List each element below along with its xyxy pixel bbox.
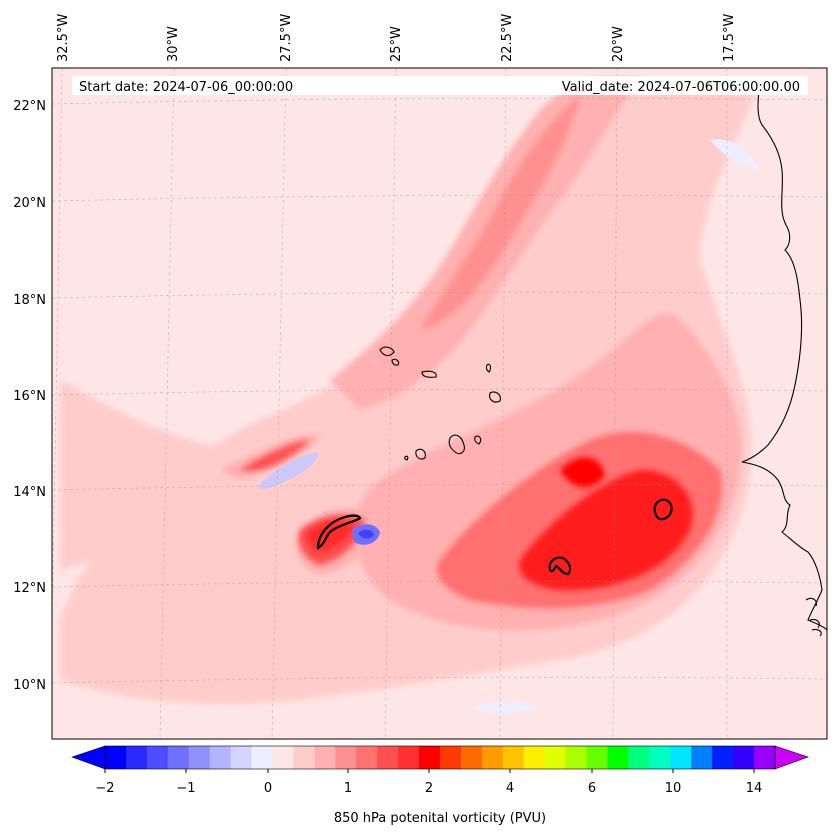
cape-verde-island-6: [448, 434, 465, 455]
colorbar-segment: [105, 746, 127, 769]
lat-label: 14°N: [13, 485, 46, 500]
colorbar-tick-label: −1: [176, 781, 195, 796]
lon-label: 27.5°W: [279, 14, 294, 62]
colorbar-label: 850 hPa potenital vorticity (PVU): [334, 811, 546, 826]
cape-verde-island-7: [474, 435, 482, 445]
colorbar-segment: [146, 746, 169, 769]
lon-label: 25°W: [389, 26, 404, 62]
colorbar-segment: [209, 746, 232, 769]
cape-verde-island-4: [485, 363, 492, 373]
colorbar-segment: [754, 746, 776, 769]
colorbar-segment: [607, 746, 629, 769]
colorbar-segment: [251, 746, 273, 769]
colorbar-segment: [502, 746, 525, 769]
colorbar-segment: [586, 746, 608, 769]
cape-verde-island-9: [404, 455, 409, 461]
colorbar-segment: [733, 746, 755, 769]
lon-label: 17.5°W: [722, 14, 737, 62]
colorbar-segment: [481, 746, 504, 769]
date-header-box: Start date: 2024-07-06_00:00:00 Valid_da…: [72, 76, 808, 95]
colorbar-tick-label: 10: [665, 781, 682, 796]
lat-label: 20°N: [13, 196, 46, 211]
lat-label: 12°N: [13, 581, 46, 596]
pv-field-core: [240, 440, 693, 590]
lat-label: 18°N: [13, 293, 46, 308]
colorbar-frame: [104, 745, 776, 770]
cape-verde-island-5: [489, 391, 501, 403]
lon-label: 22.5°W: [500, 14, 515, 62]
coastlines: [379, 77, 827, 637]
colorbar-segment: [188, 746, 211, 769]
colorbar-segment: [293, 746, 315, 769]
west-africa-islands: [805, 597, 822, 637]
colorbar-segment: [670, 746, 692, 769]
colorbar-min-extension: [71, 745, 106, 770]
colorbar-segment: [712, 746, 734, 769]
colorbar-tick-label: 1: [344, 781, 352, 796]
map-frame: [51, 67, 828, 740]
cape-verde-island-8: [415, 448, 426, 460]
latitude-labels: 22°N 20°N 18°N 16°N 14°N 12°N 10°N: [13, 99, 46, 693]
colorbar-segment: [523, 746, 546, 769]
lat-label: 10°N: [13, 678, 46, 693]
colorbar-segment: [565, 746, 588, 769]
colorbar-segment: [356, 746, 378, 769]
colorbar-segment: [649, 746, 671, 769]
colorbar-tick-label: −2: [95, 781, 114, 796]
colorbar-segment: [230, 746, 253, 769]
colorbar-segment: [544, 746, 567, 769]
start-date-label: Start date: 2024-07-06_00:00:00: [79, 80, 293, 95]
lon-label: 30°W: [166, 26, 181, 62]
colorbar-tick-label: 2: [425, 781, 433, 796]
lon-label: 32.5°W: [56, 14, 71, 62]
colorbar-segment: [272, 746, 294, 769]
graticule: [52, 68, 827, 739]
africa-coastline: [741, 77, 827, 631]
colorbar-segment: [125, 746, 148, 769]
colorbar-segment: [419, 746, 441, 769]
valid-date-label: Valid_date: 2024-07-06T06:00:00.00: [562, 80, 800, 95]
pv-field-negative: [258, 139, 760, 714]
colorbar-segment: [167, 746, 190, 769]
colorbar-tick-label: 0: [264, 781, 272, 796]
colorbar: −2 −1 0 1 2 4 6 10 14 850 hPa potenital …: [71, 745, 809, 826]
colorbar-segment: [628, 746, 650, 769]
colorbar-tick-label: 14: [746, 781, 763, 796]
colorbar-segment: [691, 746, 713, 769]
colorbar-ticks: [104, 769, 755, 773]
colorbar-tick-label: 4: [506, 781, 514, 796]
lon-label: 20°W: [611, 26, 626, 62]
colorbar-segment: [440, 746, 462, 769]
colorbar-tick-labels: −2 −1 0 1 2 4 6 10 14: [95, 781, 762, 796]
map-panel: [52, 68, 827, 739]
pv-contours-2pvu: [316, 498, 673, 576]
cape-verde-island-3: [421, 370, 437, 378]
lat-label: 22°N: [13, 99, 46, 114]
colorbar-segment: [398, 746, 420, 769]
colorbar-segment: [460, 746, 483, 769]
colorbar-segment: [335, 746, 357, 769]
cape-verde-island-1: [379, 346, 395, 357]
colorbar-tick-label: 6: [588, 781, 596, 796]
longitude-labels: 32.5°W 30°W 27.5°W 25°W 22.5°W 20°W 17.5…: [56, 14, 737, 62]
colorbar-segment: [314, 746, 336, 769]
lat-label: 16°N: [13, 389, 46, 404]
colorbar-segment: [377, 746, 399, 769]
cape-verde-island-2: [391, 358, 400, 366]
colorbar-max-extension: [774, 745, 809, 770]
colorbar-segments: [105, 746, 776, 769]
